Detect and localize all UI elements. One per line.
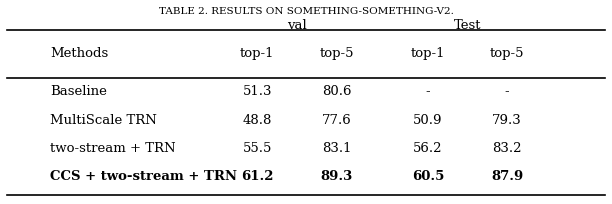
Text: Baseline: Baseline [50,85,107,99]
Text: 83.2: 83.2 [492,142,522,155]
Text: two-stream + TRN: two-stream + TRN [50,142,176,155]
Text: 50.9: 50.9 [413,114,442,127]
Text: Methods: Methods [50,47,108,60]
Text: top-5: top-5 [490,47,524,60]
Text: MultiScale TRN: MultiScale TRN [50,114,157,127]
Text: 87.9: 87.9 [491,170,523,183]
Text: -: - [425,85,430,99]
Text: 55.5: 55.5 [242,142,272,155]
Text: 60.5: 60.5 [412,170,444,183]
Text: 48.8: 48.8 [242,114,272,127]
Text: Test: Test [453,19,481,32]
Text: 80.6: 80.6 [322,85,351,99]
Text: CCS + two-stream + TRN: CCS + two-stream + TRN [50,170,237,183]
Text: 61.2: 61.2 [241,170,274,183]
Text: top-5: top-5 [319,47,354,60]
Text: 89.3: 89.3 [320,170,353,183]
Text: -: - [505,85,509,99]
Text: 56.2: 56.2 [413,142,442,155]
Text: 77.6: 77.6 [321,114,351,127]
Text: 79.3: 79.3 [492,114,522,127]
Text: top-1: top-1 [240,47,275,60]
Text: TABLE 2. RESULTS ON SOMETHING-SOMETHING-V2.: TABLE 2. RESULTS ON SOMETHING-SOMETHING-… [159,7,453,17]
Text: 83.1: 83.1 [322,142,351,155]
Text: top-1: top-1 [411,47,445,60]
Text: val: val [287,19,307,32]
Text: 51.3: 51.3 [242,85,272,99]
